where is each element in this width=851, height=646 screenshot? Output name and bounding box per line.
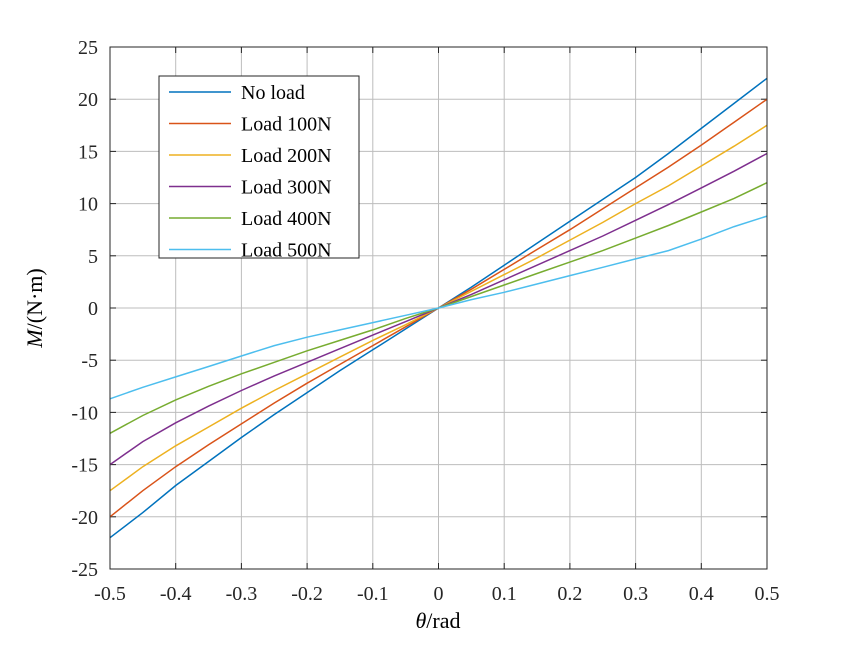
legend-label: No load xyxy=(241,82,305,104)
x-tick-label: 0.5 xyxy=(755,583,780,605)
y-tick-label: 20 xyxy=(78,89,98,111)
x-tick-label: -0.4 xyxy=(160,583,192,605)
x-tick-label: -0.5 xyxy=(94,583,126,605)
y-axis-unit: /(N·m) xyxy=(22,268,47,329)
y-tick-label: -25 xyxy=(71,559,98,581)
y-tick-label: 0 xyxy=(88,298,98,320)
x-tick-label: -0.3 xyxy=(226,583,258,605)
legend-label: Load 300N xyxy=(241,177,332,199)
x-axis-label: θ/rad xyxy=(415,608,460,633)
y-tick-label: 15 xyxy=(78,141,98,163)
y-tick-label: -5 xyxy=(81,350,98,372)
x-tick-label: 0.4 xyxy=(689,583,714,605)
legend: No load Load 100N Load 200N Load 300N Load 4… xyxy=(158,75,360,262)
y-tick-label: -10 xyxy=(71,402,98,424)
y-tick-label: -15 xyxy=(71,455,98,477)
plot-frame xyxy=(109,46,768,570)
y-tick-label: 10 xyxy=(78,194,98,216)
x-axis-symbol: θ xyxy=(415,608,426,633)
legend-label: Load 400N xyxy=(241,208,332,230)
legend-box xyxy=(158,75,360,259)
legend-label: Load 100N xyxy=(241,114,332,136)
legend-label: Load 200N xyxy=(241,145,332,167)
x-tick-label: 0.3 xyxy=(623,583,648,605)
x-tick-label: -0.2 xyxy=(291,583,323,605)
x-tick-label: 0 xyxy=(434,583,444,605)
tick-labels: -0.5 -0.4 -0.3 -0.2 -0.1 0 0.1 0.2 0.3 0.4 0.5 -25 -… xyxy=(71,37,779,605)
y-tick-label: 5 xyxy=(88,246,98,268)
x-tick-label: 0.2 xyxy=(557,583,582,605)
x-axis-unit: /rad xyxy=(426,608,460,633)
y-axis-symbol: M xyxy=(22,328,47,349)
legend-label: Load 500N xyxy=(241,240,332,262)
series-lines xyxy=(109,77,768,539)
y-tick-label: 25 xyxy=(78,37,98,59)
x-tick-label: 0.1 xyxy=(492,583,517,605)
series-line-6 xyxy=(109,215,768,400)
x-tick-label: -0.1 xyxy=(357,583,389,605)
y-tick-label: -20 xyxy=(71,507,98,529)
y-axis-label: M/(N·m) xyxy=(22,268,47,348)
